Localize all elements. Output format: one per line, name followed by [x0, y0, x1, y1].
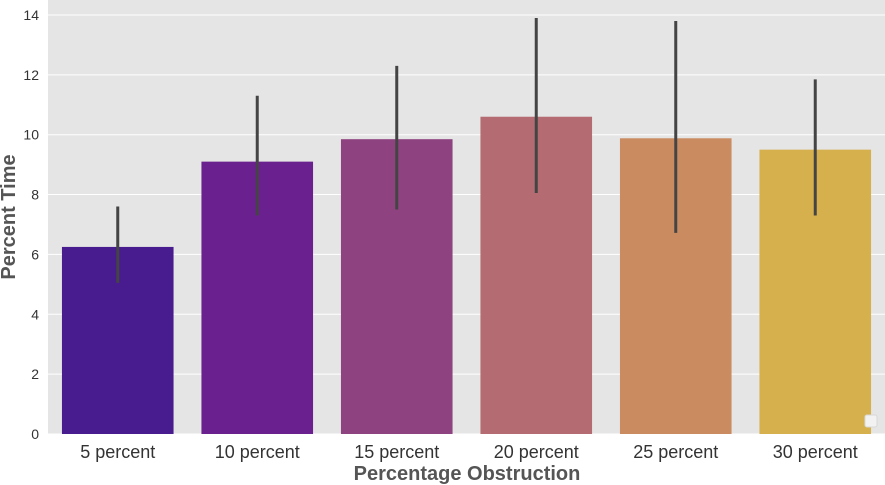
y-tick-label: 8 — [31, 187, 39, 203]
y-axis-ticks: 0 2 4 6 8 10 12 14 — [23, 7, 39, 442]
x-tick-label: 30 percent — [773, 442, 858, 462]
x-tick-label: 10 percent — [215, 442, 300, 462]
x-tick-label: 20 percent — [494, 442, 579, 462]
y-tick-label: 4 — [31, 306, 39, 322]
x-tick-label: 5 percent — [80, 442, 155, 462]
y-tick-label: 6 — [31, 246, 39, 262]
y-tick-label: 12 — [23, 67, 39, 83]
x-tick-label: 15 percent — [354, 442, 439, 462]
y-axis-title: Percent Time — [0, 154, 20, 279]
y-tick-label: 2 — [31, 366, 39, 382]
error-bars — [116, 17, 817, 283]
gridlines — [48, 14, 885, 435]
x-tick-label: 25 percent — [633, 442, 718, 462]
y-tick-label: 0 — [31, 426, 39, 442]
x-axis-title: Percentage Obstruction — [354, 463, 581, 485]
plot-area — [48, 0, 885, 434]
y-tick-label: 14 — [23, 7, 39, 23]
x-axis-ticks: 5 percent 10 percent 15 percent 20 percent 2… — [80, 442, 858, 462]
y-tick-label: 10 — [23, 127, 39, 143]
bars — [61, 116, 872, 435]
legend-box — [864, 414, 878, 428]
